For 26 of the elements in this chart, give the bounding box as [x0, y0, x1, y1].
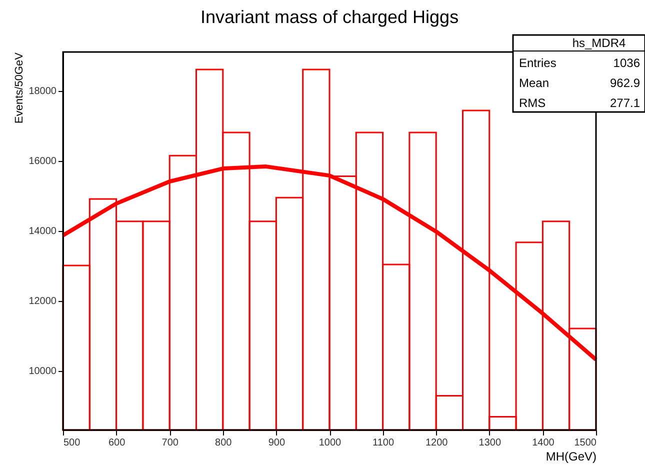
x-tick-label: 700 [162, 438, 179, 448]
text: 962.9 [610, 76, 640, 90]
x-tick-label: 1300 [478, 438, 502, 448]
x-tick-label: 1000 [318, 438, 342, 448]
annotation: RMS [519, 96, 546, 110]
x-tick-label: 1200 [425, 438, 448, 448]
x-axis-title: MH(GeV) [546, 450, 596, 464]
y-axis-title: Events/50GeV [14, 52, 26, 124]
chart-title: Invariant mass of charged Higgs [200, 7, 459, 27]
y-tick-label: 12000 [28, 296, 57, 307]
x-tick-label: 1500 [574, 438, 597, 448]
x-tick-label: 1400 [532, 438, 555, 448]
annotation: Mean [519, 76, 550, 90]
x-tick-label: 500 [64, 438, 81, 448]
text: 1036 [613, 56, 640, 70]
x-tick-label: 800 [215, 438, 232, 448]
y-tick-label: 14000 [28, 226, 57, 237]
text: hs_MDR4 [572, 36, 626, 50]
x-tick-label: 1100 [372, 438, 394, 448]
x-tick-label: 900 [268, 438, 286, 448]
y-tick-label: 10000 [28, 366, 57, 377]
x-tick-label: 600 [108, 438, 126, 448]
text: 277.1 [610, 96, 640, 110]
y-tick-label: 18000 [28, 86, 57, 97]
annotation: Entries [519, 56, 556, 70]
y-tick-label: 16000 [28, 156, 57, 167]
